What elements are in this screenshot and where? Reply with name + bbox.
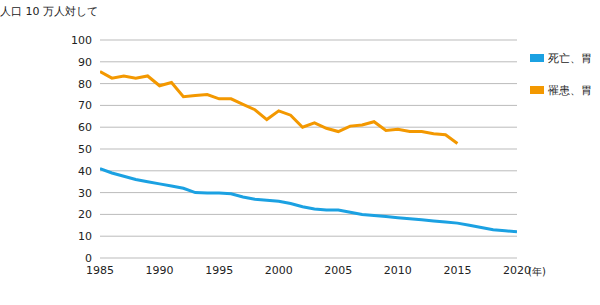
svg-text:1990: 1990 — [146, 264, 174, 277]
svg-text:2000: 2000 — [265, 264, 293, 277]
svg-text:1985: 1985 — [86, 264, 114, 277]
html-text:人口 10 万人対して: 人口 10 万人対して — [0, 5, 98, 18]
svg-text:2020: 2020 — [503, 264, 531, 277]
svg-text:70: 70 — [78, 99, 92, 112]
html-text:(年): (年) — [528, 266, 546, 277]
svg-text:30: 30 — [78, 187, 92, 200]
svg-text:40: 40 — [78, 165, 92, 178]
svg-text:0: 0 — [85, 252, 92, 265]
svg-text:10: 10 — [78, 230, 92, 243]
svg-text:80: 80 — [78, 78, 92, 91]
svg-text:20: 20 — [78, 208, 92, 221]
svg-text:50: 50 — [78, 143, 92, 156]
svg-text:100: 100 — [71, 34, 92, 47]
svg-text:60: 60 — [78, 121, 92, 134]
svg-text:90: 90 — [78, 56, 92, 69]
svg-text:1995: 1995 — [205, 264, 233, 277]
svg-text:2015: 2015 — [443, 264, 471, 277]
html-text:死亡、胃: 死亡、胃 — [548, 51, 592, 65]
svg-text:2010: 2010 — [384, 264, 412, 277]
svg-text:2005: 2005 — [324, 264, 352, 277]
html-text:罹患、胃: 罹患、胃 — [548, 83, 592, 97]
